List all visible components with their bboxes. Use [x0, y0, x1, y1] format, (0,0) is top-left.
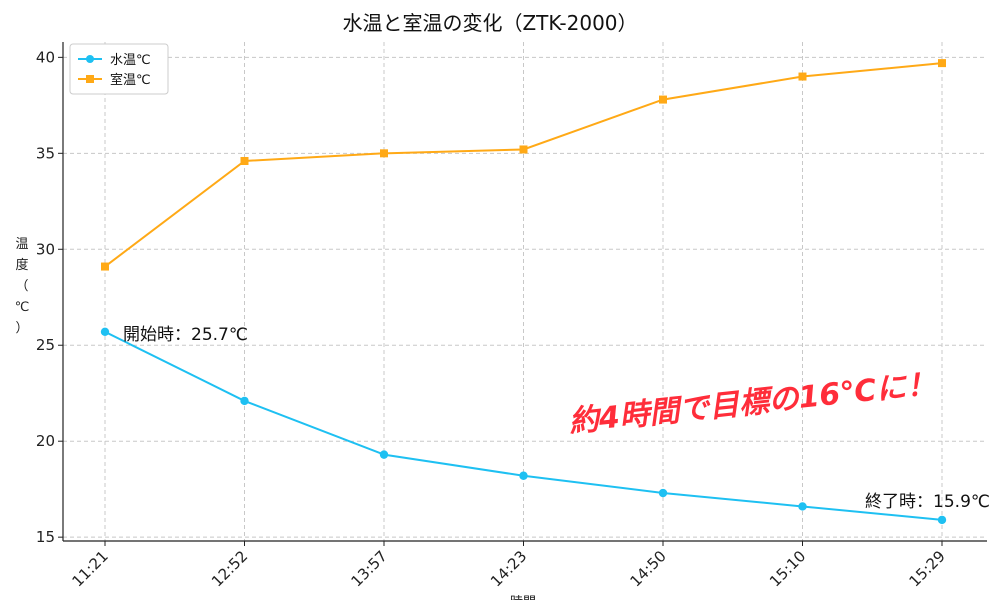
legend-item: 室温℃ [78, 72, 151, 88]
data-point [379, 450, 389, 459]
y-tick-label: 35 [36, 144, 55, 162]
y-axis-ticks: 15 20 25 30 35 40 [36, 48, 63, 546]
y-axis-label: 温度 （ ℃ ） [15, 237, 30, 336]
x-tick-label: 14:50 [627, 547, 670, 590]
annotation-label: 終了時：15.9℃ [865, 492, 990, 512]
callout-text: 約4時間で目標の16℃に！ [567, 367, 938, 440]
x-tick-label: 15:29 [906, 547, 949, 590]
x-axis-ticks: 11:21 12:52 13:57 14:23 14:50 15:10 15:29 [69, 541, 949, 590]
y-axis-label-char: ） [15, 321, 28, 336]
y-tick-label: 25 [36, 336, 55, 354]
data-point [938, 59, 946, 68]
axes [62, 42, 987, 542]
x-tick-label: 13:57 [348, 547, 391, 590]
data-point [937, 515, 947, 525]
legend-marker [86, 55, 94, 63]
data-point [100, 327, 110, 337]
y-axis-label-char: 度 [15, 257, 28, 273]
y-tick-label: 15 [36, 528, 55, 546]
legend-label: 水温℃ [110, 53, 151, 68]
y-axis-label-char: （ [15, 279, 28, 294]
data-point [519, 145, 528, 154]
data-point [798, 502, 807, 511]
data-point [798, 72, 807, 81]
y-axis-label-char: ℃ [15, 300, 30, 315]
annotations: 開始時：25.7℃ 終了時：15.9℃ [123, 325, 990, 512]
x-tick-label: 12:52 [208, 547, 251, 590]
data-point [380, 149, 388, 158]
legend: 水温℃ 室温℃ [69, 43, 169, 95]
legend-item: 水温℃ [78, 53, 151, 68]
y-tick-label: 30 [36, 240, 55, 258]
legend-label: 室温℃ [110, 72, 151, 88]
x-tick-label: 14:23 [487, 547, 530, 590]
y-tick-label: 40 [36, 48, 55, 66]
data-point [101, 262, 109, 271]
y-axis-label-char: 温 [15, 237, 28, 252]
y-tick-label: 20 [36, 432, 55, 450]
annotation-label: 開始時：25.7℃ [123, 325, 248, 345]
data-point [240, 396, 249, 406]
series-2 [101, 59, 946, 271]
x-tick-label: 11:21 [69, 547, 112, 590]
data-point [658, 488, 668, 498]
data-point [659, 95, 667, 104]
series-1 [100, 327, 947, 525]
chart-title: 水温と室温の変化（ZTK-2000） [342, 11, 637, 35]
x-axis-label: 時間 [510, 595, 536, 600]
legend-box [69, 43, 169, 95]
series-layer [100, 59, 947, 525]
grid [63, 42, 987, 541]
data-point [240, 156, 249, 165]
data-point [519, 471, 528, 480]
x-tick-label: 15:10 [766, 547, 809, 590]
legend-marker [86, 75, 94, 83]
